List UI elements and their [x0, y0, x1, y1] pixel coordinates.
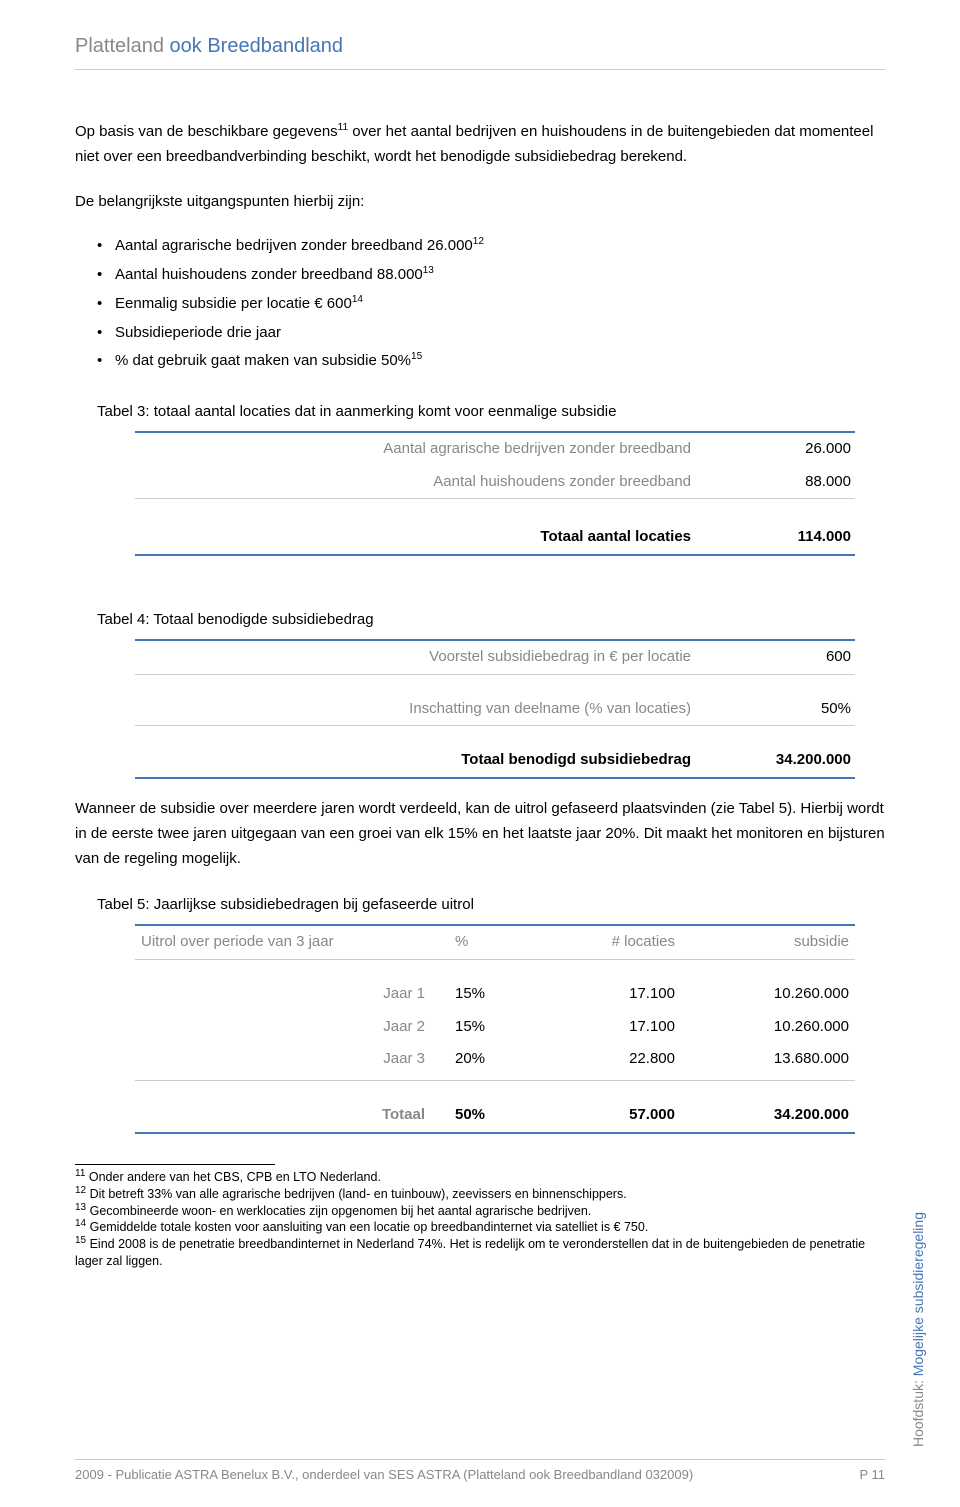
footnotes: 11 Onder andere van het CBS, CPB en LTO … [75, 1164, 885, 1270]
table3-r1-value: 26.000 [731, 437, 851, 462]
paragraph-1: Op basis van de beschikbare gegevens11 o… [75, 120, 885, 170]
bullet-item: Eenmalig subsidie per locatie € 60014 [97, 292, 885, 317]
header-gray: Platteland [75, 35, 164, 57]
table-row: Aantal agrarische bedrijven zonder breed… [135, 431, 855, 466]
table4-caption: Tabel 4: Totaal benodigde subsidiebedrag [97, 608, 885, 633]
table-row: Voorstel subsidiebedrag in € per locatie… [135, 639, 855, 675]
bullet-item: Subsidieperiode drie jaar [97, 321, 885, 346]
table3-caption: Tabel 3: totaal aantal locaties dat in a… [97, 400, 885, 425]
table4-total-row: Totaal benodigd subsidiebedrag 34.200.00… [135, 744, 855, 779]
bullet-list: Aantal agrarische bedrijven zonder breed… [75, 234, 885, 374]
table4-total-value: 34.200.000 [731, 748, 851, 773]
table4-total-label: Totaal benodigd subsidiebedrag [139, 748, 731, 773]
table5: Uitrol over periode van 3 jaar % # locat… [135, 924, 855, 1134]
table5-head: Uitrol over periode van 3 jaar % # locat… [135, 924, 855, 960]
table4-r2-value: 50% [731, 697, 851, 722]
table3-r1-label: Aantal agrarische bedrijven zonder breed… [139, 437, 731, 462]
bullet-item: Aantal agrarische bedrijven zonder breed… [97, 234, 885, 259]
table4: Voorstel subsidiebedrag in € per locatie… [135, 639, 855, 779]
table-row: Inschatting van deelname (% van locaties… [135, 693, 855, 727]
para1-sup: 11 [338, 122, 348, 133]
footnote: 15 Eind 2008 is de penetratie breedbandi… [75, 1236, 885, 1270]
page-header: Platteland ook Breedbandland [75, 30, 885, 70]
paragraph-2-intro: De belangrijkste uitgangspunten hierbij … [75, 190, 885, 215]
table4-r1-label: Voorstel subsidiebedrag in € per locatie [139, 645, 731, 670]
side-blue: Mogelijke subsidieregeling [910, 1212, 926, 1376]
footnote-separator [75, 1164, 275, 1165]
footnote: 14 Gemiddelde totale kosten voor aanslui… [75, 1219, 885, 1236]
table3-r2-value: 88.000 [731, 470, 851, 495]
page-footer: 2009 - Publicatie ASTRA Benelux B.V., on… [75, 1459, 885, 1485]
bullet-item: Aantal huishoudens zonder breedband 88.0… [97, 263, 885, 288]
side-chapter-label: Hoofdstuk: Mogelijke subsidieregeling [907, 1212, 930, 1447]
para1-start: Op basis van de beschikbare gegevens [75, 123, 338, 140]
table4-r1-value: 600 [731, 645, 851, 670]
footnote: 11 Onder andere van het CBS, CPB en LTO … [75, 1169, 885, 1186]
side-gray: Hoofdstuk: [910, 1376, 926, 1447]
table-row: Aantal huishoudens zonder breedband 88.0… [135, 466, 855, 500]
table3-r2-label: Aantal huishoudens zonder breedband [139, 470, 731, 495]
paragraph-3: Wanneer de subsidie over meerdere jaren … [75, 797, 885, 871]
table5-total-row: Totaal 50% 57.000 34.200.000 [135, 1099, 855, 1134]
footnote: 13 Gecombineerde woon- en werklocaties z… [75, 1203, 885, 1220]
footnote: 12 Dit betreft 33% van alle agrarische b… [75, 1186, 885, 1203]
table3-total-row: Totaal aantal locaties 114.000 [135, 521, 855, 556]
table3: Aantal agrarische bedrijven zonder breed… [135, 431, 855, 556]
table4-r2-label: Inschatting van deelname (% van locaties… [139, 697, 731, 722]
table5-caption: Tabel 5: Jaarlijkse subsidiebedragen bij… [97, 893, 885, 918]
table-row: Jaar 1 15% 17.100 10.260.000 [135, 978, 855, 1011]
footer-right: P 11 [859, 1464, 885, 1485]
table3-total-value: 114.000 [731, 525, 851, 550]
table3-total-label: Totaal aantal locaties [139, 525, 731, 550]
bullet-item: % dat gebruik gaat maken van subsidie 50… [97, 349, 885, 374]
table-row: Jaar 2 15% 17.100 10.260.000 [135, 1011, 855, 1044]
footer-left: 2009 - Publicatie ASTRA Benelux B.V., on… [75, 1464, 693, 1485]
header-blue: ook Breedbandland [170, 35, 343, 57]
table-row: Jaar 3 20% 22.800 13.680.000 [135, 1043, 855, 1076]
